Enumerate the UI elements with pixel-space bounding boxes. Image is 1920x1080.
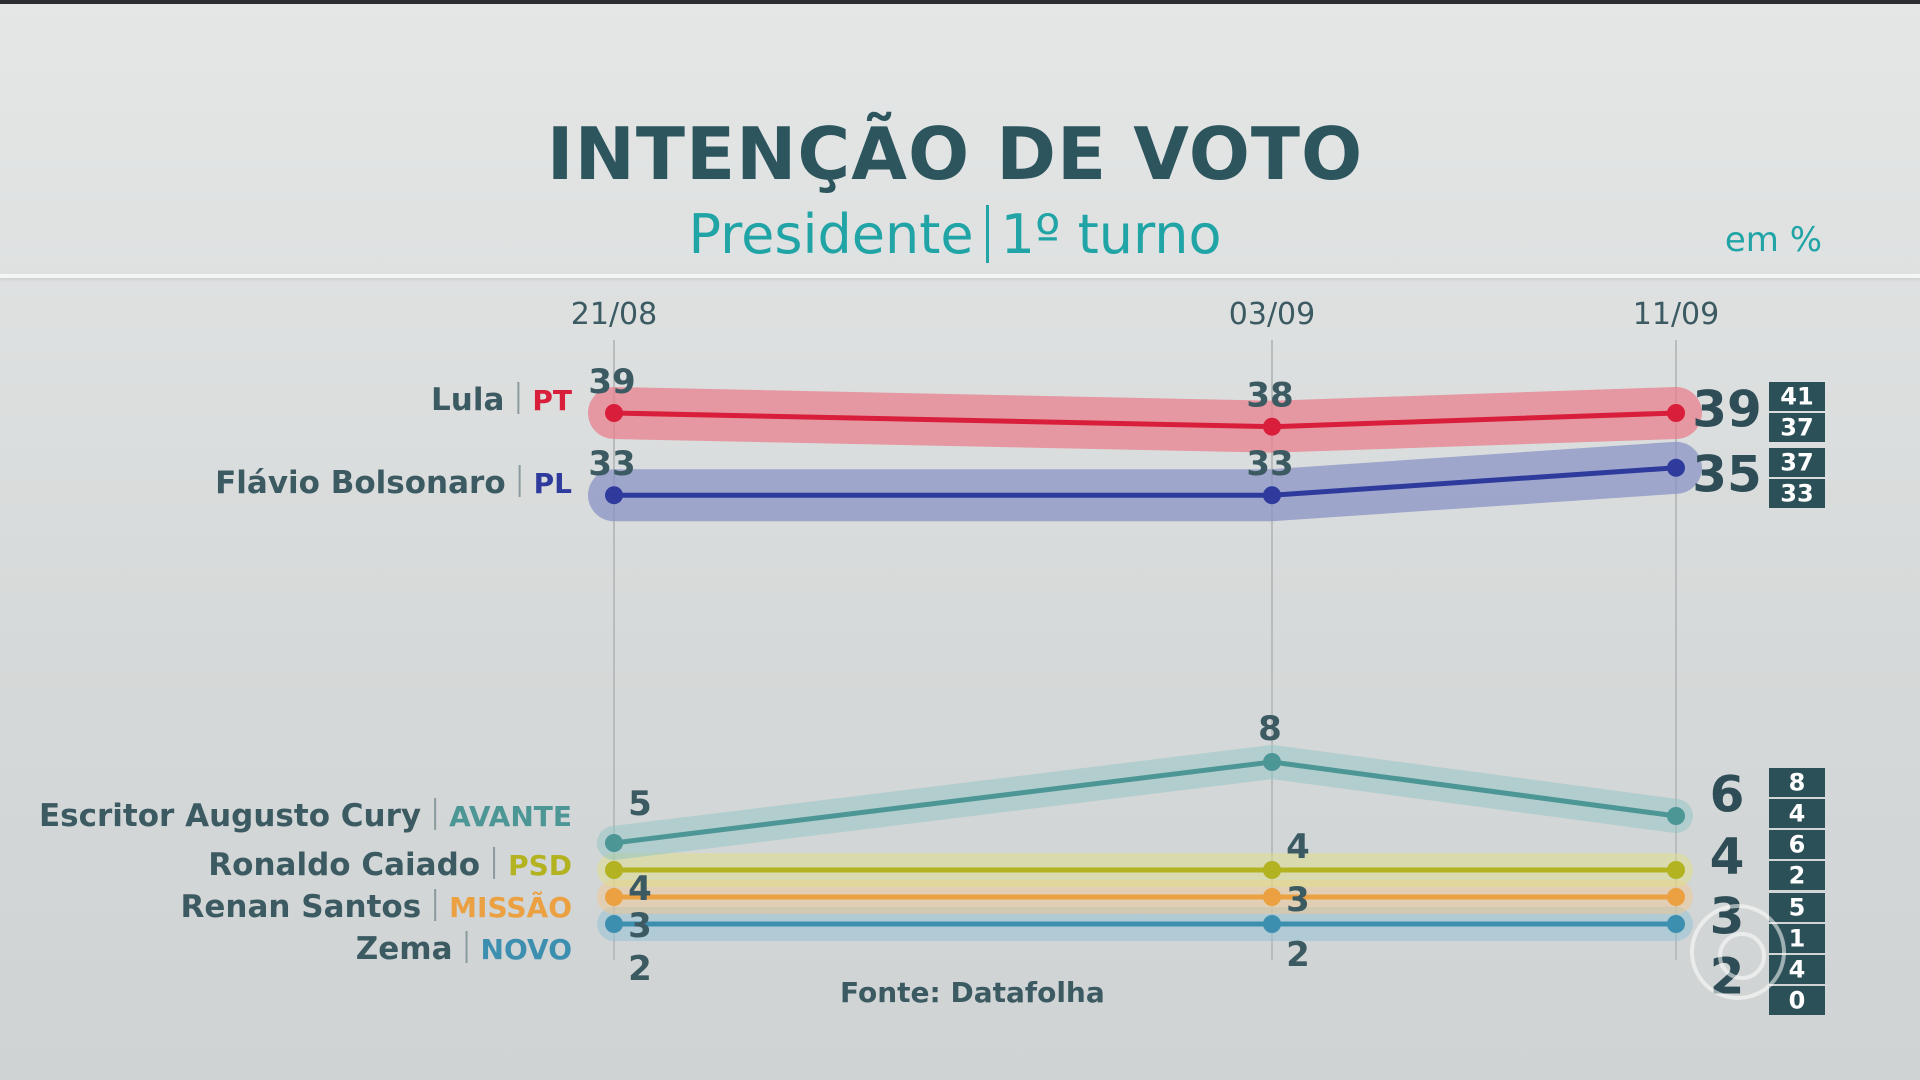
subtitle-office: Presidente (688, 203, 974, 266)
header-divider (0, 274, 1920, 278)
final-value-label: 39 (1692, 381, 1762, 439)
range-value: 37 (1780, 414, 1813, 442)
data-label: 2 (1286, 935, 1310, 975)
data-point (1667, 404, 1685, 422)
subtitle-round: 1º turno (1000, 203, 1222, 266)
range-box (1769, 448, 1825, 477)
range-value: 0 (1789, 987, 1806, 1015)
unit-label: em % (1724, 220, 1822, 260)
range-value: 41 (1780, 383, 1813, 411)
range-box (1769, 768, 1825, 797)
x-tick-label: 11/09 (1633, 297, 1719, 332)
source-label: Fonte: Datafolha (840, 976, 1105, 1009)
globo-logo-icon (1690, 904, 1786, 1000)
data-point (1667, 915, 1685, 933)
series-band (597, 745, 1693, 860)
data-point (1263, 861, 1281, 879)
range-value: 8 (1789, 769, 1806, 797)
data-point (1667, 458, 1685, 477)
data-label: 5 (628, 784, 652, 824)
data-point (605, 404, 623, 422)
candidate-name: Ronaldo Caiado (208, 847, 480, 883)
range-box (1769, 986, 1825, 1015)
x-tick-label: 21/08 (571, 297, 657, 332)
x-tick-label: 03/09 (1229, 297, 1315, 332)
range-box (1769, 893, 1825, 922)
data-point (605, 486, 623, 505)
subtitle-separator (985, 205, 989, 263)
data-label: 33 (588, 444, 635, 484)
party-label: MISSÃO (449, 890, 572, 924)
party-label: PL (534, 467, 573, 500)
range-box (1769, 382, 1825, 411)
range-value: 4 (1789, 800, 1806, 828)
final-value-label: 6 (1710, 766, 1745, 824)
range-box (1769, 861, 1825, 890)
data-point (605, 888, 623, 906)
data-label: 3 (1286, 880, 1310, 920)
data-point (1667, 861, 1685, 879)
data-point (605, 915, 623, 933)
range-box (1769, 479, 1825, 508)
data-point (1263, 417, 1281, 436)
data-label: 3 (628, 906, 652, 946)
data-point (605, 861, 623, 879)
data-point (1667, 888, 1685, 906)
data-label: 2 (628, 949, 652, 989)
range-value: 6 (1789, 831, 1806, 859)
candidate-name: Zema (356, 931, 453, 967)
range-value: 1 (1789, 925, 1806, 953)
range-value: 5 (1789, 894, 1806, 922)
data-label: 4 (628, 869, 652, 909)
top-border (0, 0, 1920, 4)
data-point (605, 834, 623, 852)
data-point (1263, 915, 1281, 933)
chart-title: INTENÇÃO DE VOTO (546, 112, 1364, 196)
candidate-name: Renan Santos (181, 889, 422, 925)
series-band (588, 441, 1702, 522)
data-point (1263, 753, 1281, 771)
candidate-name: Escritor Augusto Cury (39, 798, 421, 834)
candidate-name: Flávio Bolsonaro (215, 465, 506, 501)
party-label: PSD (508, 849, 572, 882)
data-label: 8 (1258, 709, 1282, 749)
data-point (1667, 807, 1685, 825)
range-box (1769, 799, 1825, 828)
data-label: 33 (1246, 444, 1293, 484)
party-label: NOVO (481, 933, 572, 966)
range-value: 4 (1789, 956, 1806, 984)
final-value-label: 35 (1692, 446, 1762, 504)
range-value: 33 (1780, 480, 1813, 508)
final-value-label: 4 (1710, 828, 1745, 886)
range-value: 37 (1780, 449, 1813, 477)
range-value: 2 (1789, 862, 1806, 890)
party-label: AVANTE (449, 800, 572, 833)
candidate-name: Lula (431, 382, 504, 418)
data-point (1263, 888, 1281, 906)
data-point (1263, 486, 1281, 505)
data-label: 39 (588, 362, 635, 402)
range-box (1769, 830, 1825, 859)
range-box (1769, 413, 1825, 442)
party-label: PT (532, 384, 572, 417)
chart-subtitle: Presidente 1º turno (0, 203, 1910, 266)
data-label: 38 (1246, 376, 1293, 416)
data-label: 4 (1286, 827, 1310, 867)
